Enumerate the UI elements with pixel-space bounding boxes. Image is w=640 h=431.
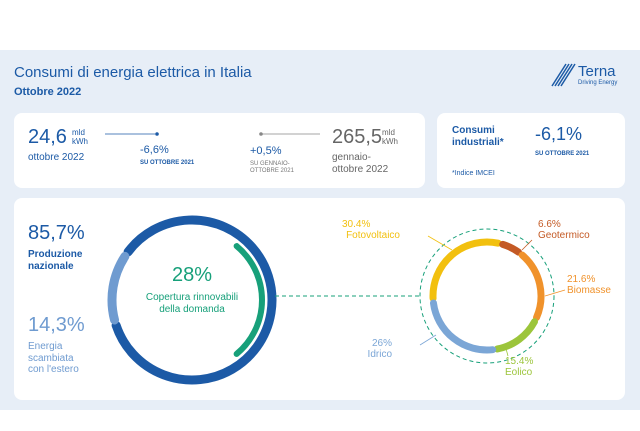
pie-slice (111, 215, 277, 385)
logo-mark (554, 63, 570, 87)
value-label: 14,3% (28, 314, 85, 336)
pie-slice (107, 251, 130, 325)
outline (419, 228, 555, 364)
change: -6,6% (140, 144, 169, 156)
logo-mark (560, 63, 576, 87)
unit: mld kWh (72, 128, 88, 147)
change-ref: SU OTTOBRE 2021 (140, 160, 195, 166)
value-label: 30.4% (342, 219, 371, 230)
legend: Geotermico (538, 230, 590, 241)
pie-slice (499, 240, 523, 256)
value: 24,6 (28, 126, 67, 148)
change: +0,5% (250, 145, 282, 157)
card (14, 113, 425, 188)
arrow-dot (155, 132, 159, 136)
legend: Idrico (367, 349, 392, 360)
logo-mark (551, 63, 567, 87)
unit: mld kWh (382, 128, 398, 147)
center-text: Copertura rinnovabili della domanda (145, 292, 239, 315)
value-label: 26% (371, 338, 392, 349)
legend: Energia scambiata con l'estero (28, 341, 79, 375)
period: gennaio-ottobre 2022 (332, 152, 389, 175)
change: -6,1% (535, 124, 583, 144)
leader (544, 289, 566, 297)
center-label: 28% (171, 264, 213, 286)
value-label: 21.6% (567, 274, 596, 285)
label: Consumi industriali* (452, 125, 504, 148)
change-ref: SU OTTOBRE 2021 (535, 151, 590, 157)
logo: Terna (578, 63, 616, 80)
logo-mark (557, 63, 573, 87)
pie-slice (518, 251, 545, 321)
value-label: 85,7% (28, 222, 85, 244)
pie-slice (429, 299, 497, 354)
period: ottobre 2022 (28, 152, 85, 163)
legend: Biomasse (567, 285, 611, 296)
note: *Indice IMCEI (452, 170, 495, 177)
pie-slice (429, 238, 502, 302)
leader (427, 235, 453, 251)
inner-arc (233, 243, 265, 357)
value-label: 15.4% (505, 356, 534, 367)
card (437, 113, 625, 188)
arrow-dot (259, 132, 263, 136)
leader (419, 334, 437, 346)
value-label: 6.6% (538, 219, 561, 230)
pie-slice (493, 318, 538, 353)
leader (504, 344, 509, 357)
legend: Fotovoltaico (346, 230, 400, 241)
legend: Eolico (505, 367, 533, 378)
change-ref: SU GENNAIO-OTTOBRE 2021 (250, 161, 294, 174)
subtitle: Ottobre 2022 (14, 86, 82, 98)
leader (521, 239, 533, 251)
legend: Produzione nazionale (28, 249, 83, 272)
value: 265,5 (332, 126, 383, 148)
title: Consumi di energia elettrica in Italia (14, 64, 252, 81)
logo-tagline: Driving Energy (578, 80, 618, 86)
